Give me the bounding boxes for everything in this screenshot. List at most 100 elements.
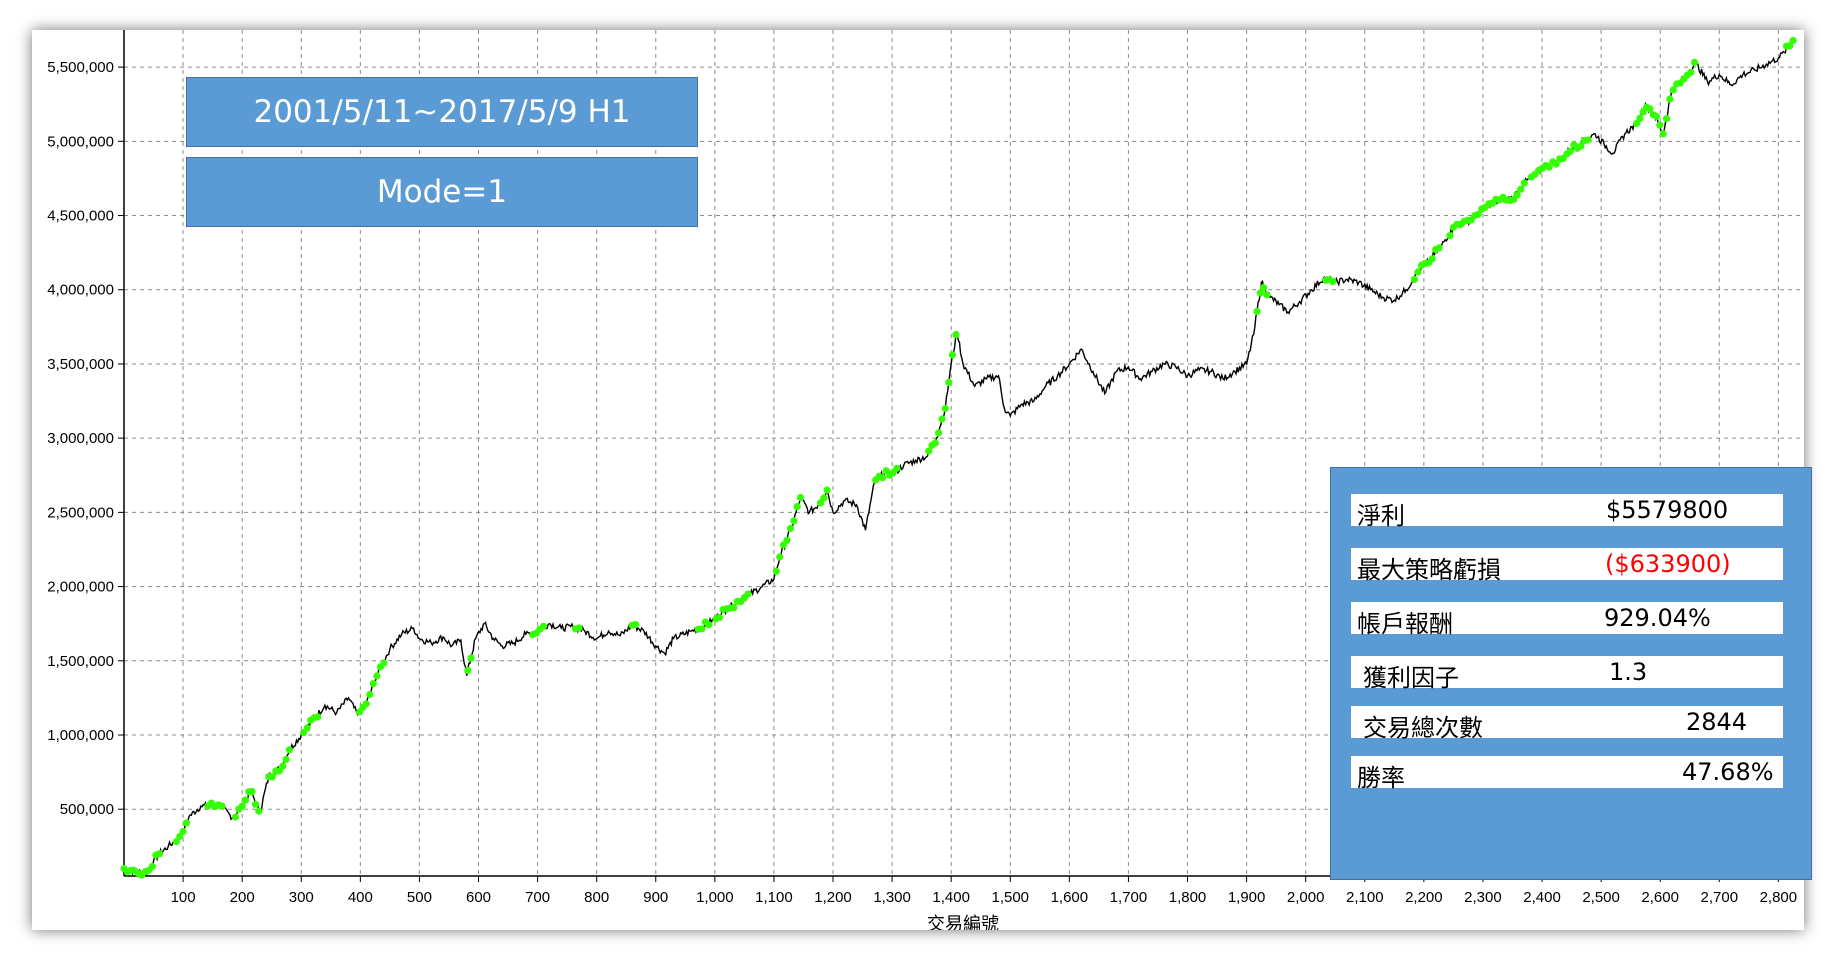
new-high-marker <box>1513 191 1521 199</box>
new-high-marker <box>172 838 180 846</box>
x-tick-label: 300 <box>289 889 314 906</box>
y-tick-label: 1,000,000 <box>47 727 114 744</box>
new-high-marker <box>790 517 798 525</box>
new-high-marker <box>935 429 943 437</box>
new-high-marker <box>744 590 752 598</box>
new-high-marker <box>366 690 374 699</box>
stat-label: 勝率 <box>1357 764 1405 792</box>
stat-value: ($633900) <box>1605 550 1731 578</box>
stat-label: 獲利因子 <box>1363 664 1459 692</box>
new-high-marker <box>730 604 738 612</box>
new-high-marker <box>218 802 226 810</box>
new-high-marker <box>1329 277 1337 286</box>
new-high-marker <box>1517 185 1525 193</box>
mode-text: Mode=1 <box>376 174 508 210</box>
new-high-marker <box>783 536 791 544</box>
new-high-marker <box>1253 307 1261 316</box>
x-tick-label: 1,300 <box>873 889 911 906</box>
new-high-marker <box>948 351 957 359</box>
new-high-marker <box>575 624 583 632</box>
new-high-marker <box>1260 284 1268 292</box>
stats-panel: 淨利 $5579800 最大策略虧損 ($633900) 帳戶報酬 929.04… <box>1330 467 1812 880</box>
new-high-marker <box>1446 232 1454 240</box>
new-high-marker <box>1786 42 1794 50</box>
x-tick-label: 200 <box>230 889 255 906</box>
stat-value: 2844 <box>1686 708 1748 736</box>
new-high-marker <box>369 680 377 688</box>
stat-row-total-trades: 交易總次數 2844 <box>1351 706 1783 742</box>
x-tick-label: 2,300 <box>1464 889 1502 906</box>
new-high-marker <box>380 659 388 667</box>
new-high-marker <box>231 813 240 821</box>
stat-value: $5579800 <box>1606 496 1729 524</box>
new-high-marker <box>183 819 191 827</box>
new-high-marker <box>539 622 548 630</box>
period-text: 2001/5/11~2017/5/9 H1 <box>253 94 631 130</box>
stat-value: 929.04% <box>1604 604 1711 632</box>
stat-row-account-return: 帳戶報酬 929.04% <box>1351 602 1783 638</box>
new-high-marker <box>1577 142 1585 150</box>
new-high-marker <box>1584 136 1592 144</box>
new-high-marker <box>279 762 287 770</box>
new-high-marker <box>362 700 370 708</box>
stat-row-profit-factor: 獲利因子 1.3 <box>1351 656 1783 692</box>
new-high-marker <box>155 850 164 858</box>
y-tick-label: 2,500,000 <box>47 504 114 521</box>
new-high-marker <box>303 724 311 732</box>
y-tick-label: 5,000,000 <box>47 133 114 150</box>
new-high-marker <box>282 755 290 764</box>
x-tick-label: 2,800 <box>1760 889 1798 906</box>
new-high-marker <box>1566 147 1574 155</box>
y-tick-label: 3,000,000 <box>47 430 114 447</box>
x-tick-label: 100 <box>171 889 196 906</box>
new-high-marker <box>772 567 780 575</box>
x-tick-label: 700 <box>525 889 550 906</box>
new-high-marker <box>1520 179 1528 187</box>
new-high-marker <box>1636 114 1644 122</box>
stat-label: 交易總次數 <box>1363 714 1483 742</box>
x-tick-label: 1,800 <box>1169 889 1207 906</box>
x-tick-label: 1,000 <box>696 889 734 906</box>
period-box: 2001/5/11~2017/5/9 H1 <box>186 77 698 147</box>
y-tick-label: 4,500,000 <box>47 208 114 225</box>
x-tick-label: 2,600 <box>1641 889 1679 906</box>
x-tick-label: 1,200 <box>814 889 852 906</box>
x-tick-labels: 100 200 300 400 500 600 700 800 900 1,000 1,100 1,2… <box>171 889 1798 906</box>
new-high-marker <box>952 331 960 339</box>
new-high-marker <box>1656 121 1664 129</box>
new-high-marker <box>931 439 939 447</box>
x-tick-label: 1,100 <box>755 889 793 906</box>
new-high-marker <box>941 404 949 413</box>
x-tick-label: 2,000 <box>1287 889 1325 906</box>
stat-row-net-profit: 淨利 $5579800 <box>1351 494 1783 530</box>
new-high-marker <box>796 493 805 502</box>
new-high-marker <box>879 474 887 482</box>
new-high-marker <box>1552 160 1560 168</box>
stat-row-win-rate: 勝率 47.68% <box>1351 756 1783 792</box>
new-high-marker <box>632 620 640 629</box>
stat-row-max-drawdown: 最大策略虧損 ($633900) <box>1351 548 1783 584</box>
new-high-marker <box>241 796 250 804</box>
x-tick-label: 2,400 <box>1523 889 1561 906</box>
x-axis-label: 交易編號 <box>927 914 999 930</box>
new-high-marker <box>1633 119 1641 128</box>
new-high-marker <box>314 713 322 721</box>
new-high-marker <box>793 503 801 511</box>
y-tick-label: 3,500,000 <box>47 356 114 373</box>
new-high-marker <box>255 807 263 815</box>
stat-label: 淨利 <box>1357 502 1405 530</box>
new-high-marker <box>179 827 187 836</box>
x-tick-label: 400 <box>348 889 373 906</box>
new-high-marker <box>285 746 293 754</box>
y-tick-labels: 500,000 1,000,000 1,500,000 2,000,000 2,500,… <box>47 59 114 818</box>
stat-label: 最大策略虧損 <box>1357 556 1501 584</box>
new-high-marker <box>705 621 713 629</box>
new-high-marker <box>464 666 472 675</box>
x-tick-label: 2,500 <box>1582 889 1620 906</box>
x-tick-label: 1,900 <box>1228 889 1266 906</box>
new-high-marker <box>1646 105 1654 113</box>
new-high-marker <box>823 486 831 494</box>
x-tick-label: 2,100 <box>1346 889 1384 906</box>
x-tick-label: 2,200 <box>1405 889 1443 906</box>
x-tick-label: 1,700 <box>1110 889 1148 906</box>
